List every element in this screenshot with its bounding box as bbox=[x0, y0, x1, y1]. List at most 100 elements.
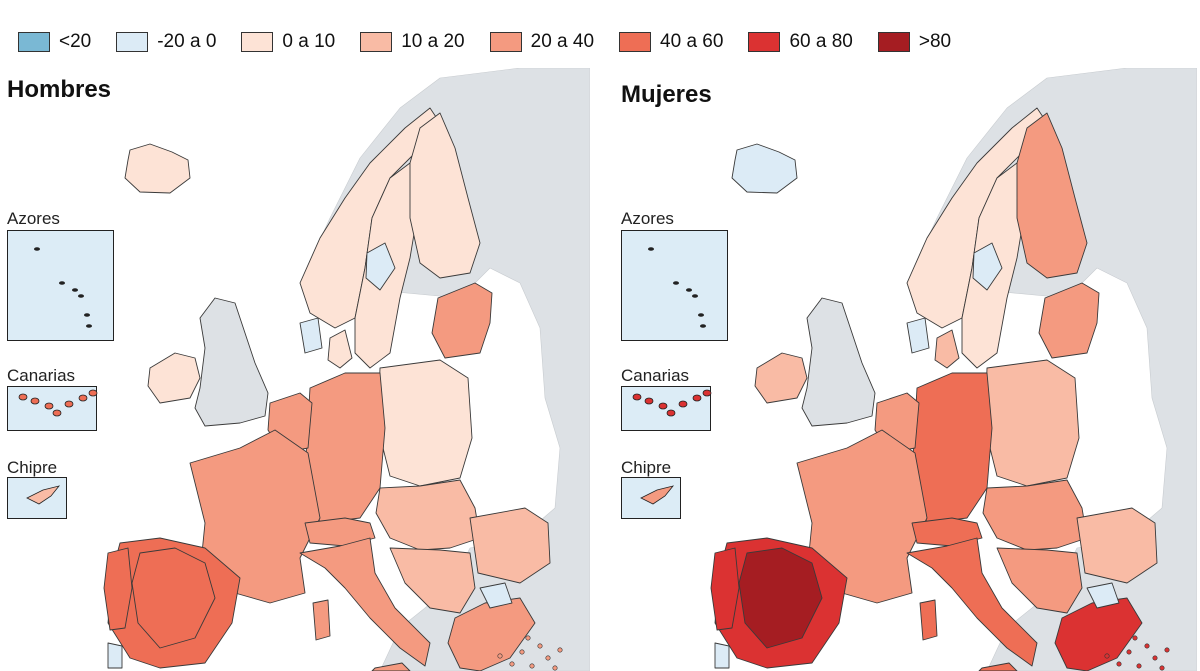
region-alps bbox=[911, 517, 983, 547]
inset-label-azores: Azores bbox=[7, 209, 60, 228]
region-iberia-core bbox=[131, 547, 216, 649]
inset-label-canarias: Canarias bbox=[7, 366, 76, 385]
island-dot bbox=[519, 649, 525, 655]
region-denmark bbox=[934, 329, 960, 369]
region-blue4 bbox=[714, 642, 730, 669]
region-baltics bbox=[1038, 282, 1100, 359]
island-dot bbox=[552, 665, 558, 671]
legend-item: <20 bbox=[18, 31, 91, 53]
map-title: Hombres bbox=[7, 76, 112, 103]
region-denmark bbox=[327, 329, 353, 369]
region-blue1 bbox=[972, 242, 1003, 291]
region-alps bbox=[304, 517, 376, 547]
inset-canarias bbox=[621, 386, 711, 431]
europe-map-hombres bbox=[0, 68, 590, 671]
region-portugal bbox=[103, 547, 133, 631]
inset-azores bbox=[7, 230, 114, 341]
region-ireland bbox=[754, 352, 808, 404]
region-blue3 bbox=[1086, 582, 1120, 609]
inset-chipre bbox=[7, 477, 67, 519]
region-romania bbox=[469, 507, 551, 584]
legend-label: 20 a 40 bbox=[530, 31, 595, 52]
legend-label: <20 bbox=[59, 31, 92, 52]
region-balkans bbox=[389, 547, 476, 614]
legend-swatch bbox=[116, 32, 149, 52]
region-poland bbox=[377, 359, 473, 487]
legend-item: 40 a 60 bbox=[619, 31, 723, 53]
inset-label-azores: Azores bbox=[621, 209, 674, 228]
island-dot bbox=[1144, 643, 1150, 649]
island-dot bbox=[1136, 663, 1142, 669]
region-blue2 bbox=[299, 317, 323, 354]
region-sardinia bbox=[312, 599, 331, 641]
legend-swatch bbox=[748, 32, 781, 52]
legend-label: 60 a 80 bbox=[789, 31, 853, 52]
legend-swatch bbox=[18, 32, 50, 52]
region-sardinia bbox=[919, 599, 938, 641]
region-finland bbox=[409, 112, 481, 279]
legend-swatch bbox=[241, 32, 274, 52]
island-dot bbox=[525, 635, 531, 641]
inset-label-chipre: Chipre bbox=[7, 458, 58, 477]
island-dot bbox=[1126, 649, 1132, 655]
island-dot bbox=[1164, 647, 1170, 653]
region-italy bbox=[299, 537, 431, 667]
inset-label-chipre: Chipre bbox=[621, 458, 672, 477]
legend-label: 10 a 20 bbox=[401, 31, 465, 52]
region-iceland bbox=[124, 143, 191, 194]
region-blue4 bbox=[107, 642, 123, 669]
europe-map-mujeres bbox=[607, 68, 1197, 671]
region-uk bbox=[194, 297, 269, 427]
island-dot bbox=[497, 653, 503, 659]
map-panel-mujeres: Mujeres Azores Canarias Chipre bbox=[607, 68, 1197, 671]
region-blue2 bbox=[906, 317, 930, 354]
island-dot bbox=[1159, 665, 1165, 671]
inset-label-canarias: Canarias bbox=[621, 366, 690, 385]
map-panel-hombres: Hombres Azores Canarias Chipre bbox=[0, 68, 590, 671]
legend-item: 20 a 40 bbox=[489, 31, 595, 53]
region-portugal bbox=[710, 547, 740, 631]
region-poland bbox=[984, 359, 1080, 487]
island-dot bbox=[529, 663, 535, 669]
region-ireland bbox=[147, 352, 201, 404]
region-blue1 bbox=[365, 242, 396, 291]
region-finland bbox=[1016, 112, 1088, 279]
map-title: Mujeres bbox=[621, 81, 712, 108]
legend-label: -20 a 0 bbox=[157, 31, 217, 52]
inset-azores bbox=[621, 230, 728, 341]
island-dot bbox=[557, 647, 563, 653]
legend-item: 0 a 10 bbox=[241, 31, 335, 53]
inset-canarias bbox=[7, 386, 97, 431]
legend-label: >80 bbox=[918, 31, 952, 52]
legend-swatch bbox=[877, 32, 910, 52]
legend-swatch bbox=[489, 32, 522, 52]
region-balkans bbox=[996, 547, 1083, 614]
region-sicily bbox=[978, 662, 1018, 671]
region-blue3 bbox=[479, 582, 513, 609]
legend: <20 -20 a 0 0 a 10 10 a 20 20 a 40 40 a … bbox=[18, 28, 976, 56]
region-iberia-core bbox=[738, 547, 823, 649]
island-dot bbox=[537, 643, 543, 649]
legend-item: 60 a 80 bbox=[748, 31, 853, 53]
legend-item: >80 bbox=[877, 31, 952, 53]
island-dot bbox=[509, 661, 515, 667]
legend-swatch bbox=[360, 32, 393, 52]
region-sicily bbox=[371, 662, 411, 671]
island-dot bbox=[1104, 653, 1110, 659]
region-central-east bbox=[375, 479, 481, 551]
island-dot bbox=[1132, 635, 1138, 641]
inset-chipre bbox=[621, 477, 681, 519]
region-central-east bbox=[982, 479, 1088, 551]
island-dot bbox=[545, 655, 551, 661]
island-dot bbox=[1152, 655, 1158, 661]
region-romania bbox=[1076, 507, 1158, 584]
legend-item: 10 a 20 bbox=[360, 31, 465, 53]
region-italy bbox=[906, 537, 1038, 667]
legend-label: 0 a 10 bbox=[282, 31, 336, 52]
region-iceland bbox=[731, 143, 798, 194]
legend-label: 40 a 60 bbox=[660, 31, 724, 52]
legend-item: -20 a 0 bbox=[116, 31, 216, 53]
island-dot bbox=[1116, 661, 1122, 667]
legend-swatch bbox=[619, 32, 652, 52]
region-baltics bbox=[431, 282, 493, 359]
